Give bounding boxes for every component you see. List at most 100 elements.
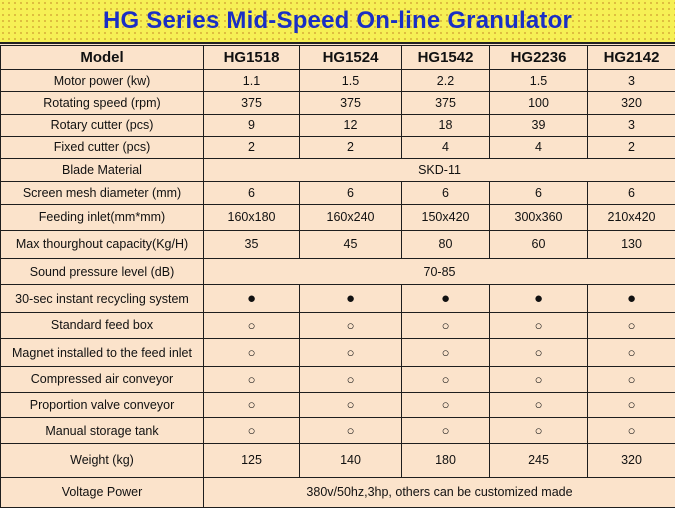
optional-feature-open-circle-icon: ○ xyxy=(587,337,675,368)
optional-feature-open-circle-icon: ○ xyxy=(587,391,675,418)
optional-feature-open-circle-icon: ○ xyxy=(401,311,490,340)
value-cell: 4 xyxy=(401,135,490,160)
row-label: Voltage Power xyxy=(0,476,204,508)
value-cell: 60 xyxy=(489,229,588,260)
optional-feature-open-circle-icon: ○ xyxy=(489,366,588,393)
optional-feature-open-circle-icon: ○ xyxy=(587,311,675,340)
optional-feature-open-circle-icon: ○ xyxy=(489,311,588,340)
value-cell: 320 xyxy=(587,443,675,478)
page-title: HG Series Mid-Speed On-line Granulator xyxy=(102,7,572,34)
table-row: Fixed cutter (pcs) 2 2 4 4 2 xyxy=(0,135,675,160)
value-cell: 180 xyxy=(401,443,490,478)
value-cell: 130 xyxy=(587,229,675,260)
header-model-label: Model xyxy=(0,45,204,70)
row-label: Screen mesh diameter (mm) xyxy=(0,181,204,205)
value-cell: 210x420 xyxy=(587,203,675,231)
spec-body: Motor power (kw) 1.1 1.5 2.2 1.5 3 Rotating sp… xyxy=(0,68,675,508)
optional-feature-open-circle-icon: ○ xyxy=(401,391,490,418)
value-cell: 245 xyxy=(489,443,588,478)
optional-feature-open-circle-icon: ○ xyxy=(401,366,490,393)
row-label: Standard feed box xyxy=(0,311,204,340)
value-cell: 6 xyxy=(299,181,402,205)
optional-feature-open-circle-icon: ○ xyxy=(401,416,490,445)
table-row: Standard feed box ○ ○ ○ ○ ○ xyxy=(0,311,675,340)
optional-feature-open-circle-icon: ○ xyxy=(299,416,402,445)
value-cell: 320 xyxy=(587,91,675,115)
row-label: Blade Material xyxy=(0,157,204,183)
value-cell: 6 xyxy=(587,181,675,205)
optional-feature-open-circle-icon: ○ xyxy=(203,366,300,393)
row-label: Manual storage tank xyxy=(0,416,204,445)
table-row: Feeding inlet(mm*mm) 160x180 160x240 150x42… xyxy=(0,203,675,231)
title-banner: HG Series Mid-Speed On-line Granulator xyxy=(0,0,675,44)
value-cell: 6 xyxy=(401,181,490,205)
row-label: Motor power (kw) xyxy=(0,68,204,93)
value-cell: 9 xyxy=(203,113,300,137)
table-row: Weight (kg) 125 140 180 245 320 xyxy=(0,443,675,478)
value-cell: 300x360 xyxy=(489,203,588,231)
row-label: Rotary cutter (pcs) xyxy=(0,113,204,137)
optional-feature-open-circle-icon: ○ xyxy=(203,311,300,340)
value-cell: 2 xyxy=(587,135,675,160)
value-cell: 150x420 xyxy=(401,203,490,231)
spanning-value-cell: 70-85 xyxy=(203,258,675,286)
standard-feature-filled-dot-icon: ● xyxy=(587,284,675,313)
optional-feature-open-circle-icon: ○ xyxy=(203,416,300,445)
value-cell: 1.5 xyxy=(299,68,402,93)
value-cell: 140 xyxy=(299,443,402,478)
row-label: Max thourghout capacity(Kg/H) xyxy=(0,229,204,260)
standard-feature-filled-dot-icon: ● xyxy=(299,284,402,313)
optional-feature-open-circle-icon: ○ xyxy=(203,391,300,418)
value-cell: 160x240 xyxy=(299,203,402,231)
row-label: Rotating speed (rpm) xyxy=(0,91,204,115)
value-cell: 2 xyxy=(203,135,300,160)
value-cell: 2 xyxy=(299,135,402,160)
value-cell: 2.2 xyxy=(401,68,490,93)
table-row: Proportion valve conveyor ○ ○ ○ ○ ○ xyxy=(0,391,675,418)
value-cell: 375 xyxy=(203,91,300,115)
table-row: Manual storage tank ○ ○ ○ ○ ○ xyxy=(0,416,675,445)
header-row: Model HG1518 HG1524 HG1542 HG2236 HG2142 xyxy=(0,45,675,70)
value-cell: 100 xyxy=(489,91,588,115)
row-label: Fixed cutter (pcs) xyxy=(0,135,204,160)
value-cell: 125 xyxy=(203,443,300,478)
value-cell: 375 xyxy=(299,91,402,115)
value-cell: 6 xyxy=(203,181,300,205)
optional-feature-open-circle-icon: ○ xyxy=(587,416,675,445)
value-cell: 35 xyxy=(203,229,300,260)
row-label: Feeding inlet(mm*mm) xyxy=(0,203,204,231)
spec-table: Model HG1518 HG1524 HG1542 HG2236 HG2142… xyxy=(0,45,675,508)
value-cell: 80 xyxy=(401,229,490,260)
row-label: Compressed air conveyor xyxy=(0,366,204,393)
table-row: Magnet installed to the feed inlet ○ ○ ○ ○ ○ xyxy=(0,337,675,368)
value-cell: 3 xyxy=(587,68,675,93)
spanning-value-cell: 380v/50hz,3hp, others can be customized … xyxy=(203,476,675,508)
optional-feature-open-circle-icon: ○ xyxy=(299,391,402,418)
row-label: 30-sec instant recycling system xyxy=(0,284,204,313)
row-label: Weight (kg) xyxy=(0,443,204,478)
table-row: Blade Material SKD-11 xyxy=(0,157,675,183)
table-row: Rotating speed (rpm) 375 375 375 100 320 xyxy=(0,91,675,115)
value-cell: 6 xyxy=(489,181,588,205)
table-row: Motor power (kw) 1.1 1.5 2.2 1.5 3 xyxy=(0,68,675,93)
value-cell: 12 xyxy=(299,113,402,137)
spanning-value-cell: SKD-11 xyxy=(203,157,675,183)
optional-feature-open-circle-icon: ○ xyxy=(489,416,588,445)
standard-feature-filled-dot-icon: ● xyxy=(401,284,490,313)
optional-feature-open-circle-icon: ○ xyxy=(203,337,300,368)
value-cell: 3 xyxy=(587,113,675,137)
optional-feature-open-circle-icon: ○ xyxy=(401,337,490,368)
value-cell: 45 xyxy=(299,229,402,260)
header-model-2: HG1524 xyxy=(299,45,402,70)
table-row: Compressed air conveyor ○ ○ ○ ○ ○ xyxy=(0,366,675,393)
header-model-3: HG1542 xyxy=(401,45,490,70)
row-label: Sound pressure level (dB) xyxy=(0,258,204,286)
optional-feature-open-circle-icon: ○ xyxy=(489,337,588,368)
row-label: Proportion valve conveyor xyxy=(0,391,204,418)
value-cell: 1.5 xyxy=(489,68,588,93)
standard-feature-filled-dot-icon: ● xyxy=(203,284,300,313)
optional-feature-open-circle-icon: ○ xyxy=(299,366,402,393)
table-row: Screen mesh diameter (mm) 6 6 6 6 6 xyxy=(0,181,675,205)
standard-feature-filled-dot-icon: ● xyxy=(489,284,588,313)
header-model-1: HG1518 xyxy=(203,45,300,70)
